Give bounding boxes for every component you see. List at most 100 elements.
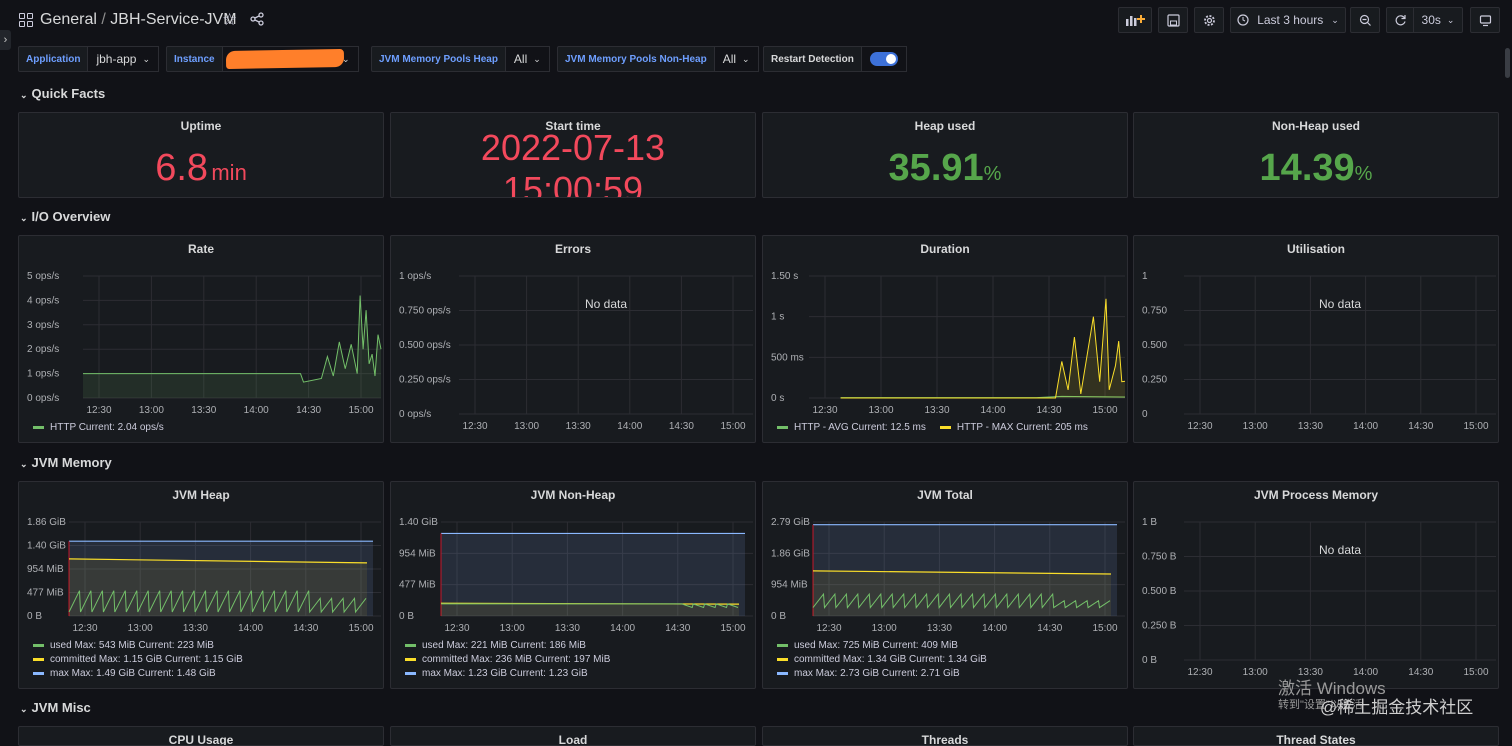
- panel-jvm-heap[interactable]: JVM Heap 1.86 GiB 1.40 GiB 954 MiB 477 MiB 0 …: [18, 481, 384, 689]
- variable-select[interactable]: jbh-app ⌄: [88, 46, 160, 72]
- panel-errors[interactable]: Errors 1 ops/s 0.750 ops/s 0.500 ops/s 0.250…: [390, 235, 756, 443]
- start-clock: 15:00:59: [502, 169, 644, 198]
- legend-item[interactable]: committed Max: 1.15 GiB Current: 1.15 Gi…: [33, 653, 243, 667]
- series-line-committed: [68, 558, 368, 564]
- zoom-out-icon: [1359, 14, 1371, 26]
- dashboard-title[interactable]: JBH-Service-JVM: [110, 11, 237, 28]
- refresh-interval-picker[interactable]: 30s ⌄: [1413, 7, 1463, 33]
- series-line-used: [441, 603, 739, 609]
- x-tick-label: 13:30: [924, 405, 949, 416]
- row-quick-facts[interactable]: ⌄ Quick Facts: [20, 86, 105, 101]
- refresh-button[interactable]: [1386, 7, 1414, 33]
- x-tick-label: 13:00: [868, 405, 893, 416]
- x-tick-label: 13:00: [500, 623, 525, 634]
- variable-select[interactable]: All ⌄: [505, 46, 550, 72]
- legend-swatch: [777, 425, 788, 429]
- panel-title: Threads: [921, 733, 969, 746]
- panel-title-overlay: Start time: [545, 119, 601, 133]
- breadcrumb: General / JBH-Service-JVM: [40, 11, 237, 29]
- row-label: JVM Misc: [31, 700, 91, 715]
- x-tick-label: 13:00: [1243, 667, 1268, 678]
- x-tick-label: 14:30: [293, 623, 318, 634]
- no-data-label: No data: [1318, 543, 1362, 557]
- legend-item[interactable]: used Max: 725 MiB Current: 409 MiB: [777, 639, 987, 653]
- legend-item[interactable]: used Max: 221 MiB Current: 186 MiB: [405, 639, 610, 653]
- variable-select[interactable]: All ⌄: [714, 46, 759, 72]
- zoom-out-button[interactable]: [1350, 7, 1380, 33]
- tv-mode-button[interactable]: [1470, 7, 1500, 33]
- row-io-overview[interactable]: ⌄ I/O Overview: [20, 209, 110, 224]
- y-tick-label: 0 B: [399, 611, 414, 622]
- panel-title: Uptime: [180, 119, 222, 133]
- series-area: [840, 298, 1125, 398]
- row-jvm-misc[interactable]: ⌄ JVM Misc: [20, 700, 91, 715]
- chart-svg: 1.86 GiB 1.40 GiB 954 MiB 477 MiB 0 B 12:30 13…: [27, 517, 381, 634]
- legend-item[interactable]: max Max: 2.73 GiB Current: 2.71 GiB: [777, 667, 987, 681]
- x-tick-label: 14:00: [980, 405, 1005, 416]
- row-jvm-memory[interactable]: ⌄ JVM Memory: [20, 455, 112, 470]
- chevron-down-icon: ⌄: [533, 53, 541, 64]
- legend-item[interactable]: HTTP - AVG Current: 12.5 ms: [777, 422, 926, 433]
- panel-utilisation[interactable]: Utilisation 1 0.750 0.500 0.250 0 12:30 13:00 13…: [1133, 235, 1499, 443]
- variable-value: jbh-app: [96, 52, 137, 66]
- panel-jvm-non-heap[interactable]: JVM Non-Heap 1.40 GiB 954 MiB 477 MiB 0 B 12:…: [390, 481, 756, 689]
- legend-item[interactable]: max Max: 1.49 GiB Current: 1.48 GiB: [33, 667, 243, 681]
- add-panel-button[interactable]: [1118, 7, 1152, 33]
- windows-activation-title: 激活 Windows: [1278, 679, 1386, 698]
- panel-nonheap-used[interactable]: Non-Heap used 14.39%: [1133, 112, 1499, 198]
- panel-heap-used[interactable]: Heap used 35.91%: [762, 112, 1128, 198]
- legend-item[interactable]: committed Max: 236 MiB Current: 197 MiB: [405, 653, 610, 667]
- chart-svg: 5 ops/s 4 ops/s 3 ops/s 2 ops/s 1 ops/s 0 ops…: [27, 271, 382, 416]
- settings-button[interactable]: [1194, 7, 1224, 33]
- y-tick-label: 1.40 GiB: [27, 541, 66, 552]
- y-tick-label: 0.750: [1142, 306, 1167, 317]
- legend-item[interactable]: HTTP - MAX Current: 205 ms: [939, 422, 1088, 433]
- star-icon[interactable]: ☆: [222, 10, 238, 29]
- sidebar-expand-icon[interactable]: ›: [0, 30, 11, 50]
- variable-value: All: [513, 52, 528, 66]
- restart-detection-toggle[interactable]: [861, 46, 907, 72]
- x-tick-label: 14:00: [238, 623, 263, 634]
- y-tick-label: 1.86 GiB: [27, 517, 66, 528]
- toggle-switch[interactable]: [869, 52, 898, 66]
- x-tick-label: 14:30: [1037, 623, 1062, 634]
- nonheap-used-value: 14.39%: [1134, 147, 1498, 190]
- time-range-picker[interactable]: Last 3 hours ⌄: [1230, 7, 1346, 33]
- save-dashboard-button[interactable]: [1158, 7, 1188, 33]
- panel-duration[interactable]: Duration 1.50 s 1 s 500 ms 0 s 12:30 13:00 13:3…: [762, 235, 1128, 443]
- heap-used-value: 35.91%: [763, 147, 1127, 190]
- y-tick-label: 0: [1142, 409, 1148, 420]
- share-icon[interactable]: [250, 12, 264, 26]
- add-panel-icon: [1126, 15, 1145, 26]
- x-tick-label: 14:00: [617, 421, 642, 432]
- chart-svg: 2.79 GiB 1.86 GiB 954 MiB 0 B 12:30 13:00 13:3…: [771, 517, 1125, 634]
- x-tick-label: 13:00: [514, 421, 539, 432]
- y-tick-label: 0.500 B: [1142, 586, 1177, 597]
- panel-load[interactable]: Load: [390, 726, 756, 746]
- panel-title: Thread States: [1276, 733, 1356, 746]
- panel-rate[interactable]: Rate 5 ops/s 4 ops/s 3 ops/s 2 ops/s 1 ops/s 0…: [18, 235, 384, 443]
- breadcrumb-folder[interactable]: General: [40, 11, 97, 28]
- legend-item[interactable]: HTTP Current: 2.04 ops/s: [33, 422, 164, 433]
- variable-label: Restart Detection: [763, 46, 862, 72]
- chevron-down-icon: ⌄: [142, 53, 151, 64]
- legend-item[interactable]: max Max: 1.23 GiB Current: 1.23 GiB: [405, 667, 610, 681]
- legend-item[interactable]: used Max: 543 MiB Current: 223 MiB: [33, 639, 243, 653]
- panel-jvm-total[interactable]: JVM Total 2.79 GiB 1.86 GiB 954 MiB 0 B 12:30…: [762, 481, 1128, 689]
- x-tick-label: 13:00: [1243, 421, 1268, 432]
- panel-uptime[interactable]: Uptime 6.8 min: [18, 112, 384, 198]
- series-area-committed: [441, 603, 739, 616]
- legend-label: used Max: 725 MiB Current: 409 MiB: [794, 640, 958, 651]
- y-tick-label: 1 ops/s: [27, 369, 59, 380]
- panel-jvm-process-memory[interactable]: JVM Process Memory 1 B 0.750 B 0.500 B 0.250…: [1133, 481, 1499, 689]
- panel-start-time[interactable]: Start time 2022-07-13 15:00:59 Start tim…: [390, 112, 756, 198]
- legend-item[interactable]: committed Max: 1.34 GiB Current: 1.34 Gi…: [777, 653, 987, 667]
- panel-cpu-usage[interactable]: CPU Usage: [18, 726, 384, 746]
- redaction-mark: [225, 48, 345, 70]
- scrollbar[interactable]: [1505, 48, 1510, 78]
- panel-thread-states[interactable]: Thread States: [1133, 726, 1499, 746]
- chart-svg: 1.40 GiB 954 MiB 477 MiB 0 B 12:30 13:00 13:30…: [399, 517, 753, 634]
- panel-threads[interactable]: Threads: [762, 726, 1128, 746]
- x-tick-label: 13:30: [191, 405, 216, 416]
- dashboards-grid-icon[interactable]: [19, 13, 33, 27]
